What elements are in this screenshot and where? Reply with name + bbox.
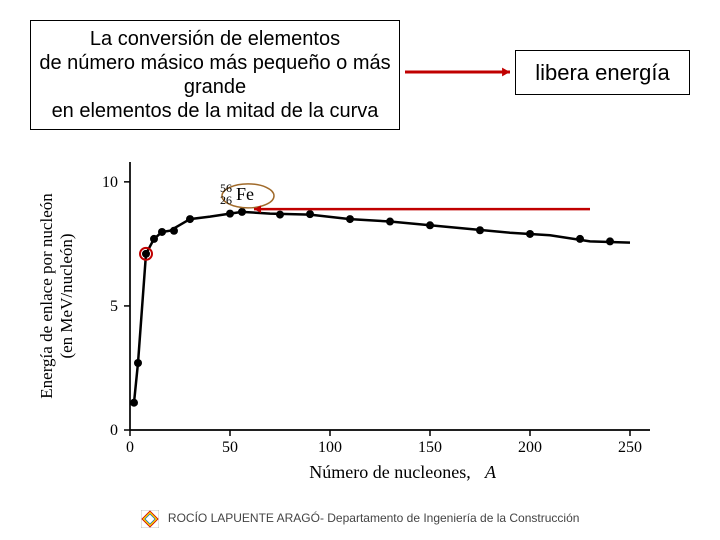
svg-text:(en MeV/nucleón): (en MeV/nucleón) <box>57 233 76 358</box>
footer-logo-icon <box>141 510 159 528</box>
binding-energy-chart: 0 50 100 150 200 250 0 5 10 Número de nucleones, A… <box>30 150 670 490</box>
svg-text:200: 200 <box>518 439 542 456</box>
conversion-statement-text: La conversión de elementosde número mási… <box>39 27 391 123</box>
svg-text:10: 10 <box>102 174 118 191</box>
svg-text:26: 26 <box>220 193 232 207</box>
footer-credit: ROCÍO LAPUENTE ARAGÓ- Departamento de In… <box>0 510 720 528</box>
svg-text:150: 150 <box>418 439 442 456</box>
conversion-statement-box: La conversión de elementosde número mási… <box>30 20 400 130</box>
energy-release-box: libera energía <box>515 50 690 95</box>
svg-text:5: 5 <box>110 298 118 315</box>
svg-text:100: 100 <box>318 439 342 456</box>
svg-text:250: 250 <box>618 439 642 456</box>
svg-text:Energía de enlace por nucleón: Energía de enlace por nucleón <box>37 193 56 399</box>
svg-text:0: 0 <box>126 439 134 456</box>
svg-text:A: A <box>484 462 497 482</box>
svg-text:50: 50 <box>222 439 238 456</box>
svg-text:Número de nucleones,: Número de nucleones, <box>309 462 470 482</box>
footer-text: ROCÍO LAPUENTE ARAGÓ- Departamento de In… <box>168 511 580 525</box>
svg-text:Fe: Fe <box>236 184 254 204</box>
energy-release-text: libera energía <box>535 60 670 86</box>
svg-text:0: 0 <box>110 422 118 439</box>
